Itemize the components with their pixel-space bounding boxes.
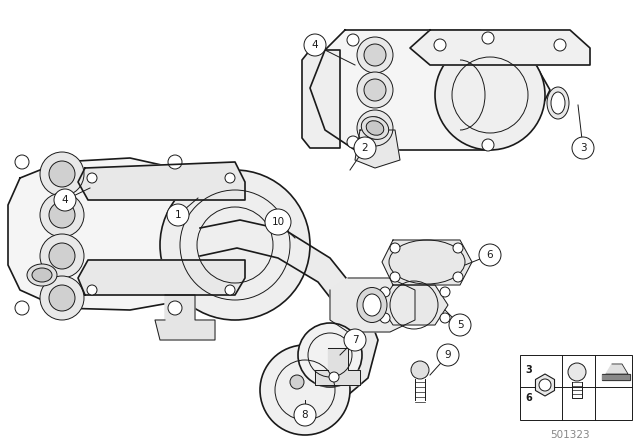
Circle shape (390, 272, 400, 282)
Circle shape (411, 361, 429, 379)
Text: 2: 2 (362, 143, 368, 153)
Circle shape (167, 204, 189, 226)
Circle shape (347, 136, 359, 148)
Polygon shape (355, 130, 400, 168)
Ellipse shape (32, 268, 52, 282)
Text: 6: 6 (486, 250, 493, 260)
Circle shape (479, 244, 501, 266)
Circle shape (260, 345, 350, 435)
Ellipse shape (366, 121, 384, 135)
Ellipse shape (363, 294, 381, 316)
Circle shape (435, 40, 545, 150)
Circle shape (15, 301, 29, 315)
Circle shape (364, 117, 386, 139)
Circle shape (572, 137, 594, 159)
Circle shape (265, 209, 291, 235)
Circle shape (87, 173, 97, 183)
Ellipse shape (362, 116, 388, 139)
Circle shape (168, 155, 182, 169)
Circle shape (329, 372, 339, 382)
Polygon shape (200, 220, 378, 395)
Circle shape (168, 301, 182, 315)
Ellipse shape (27, 264, 57, 286)
Text: 5: 5 (457, 320, 463, 330)
Circle shape (49, 202, 75, 228)
Circle shape (380, 313, 390, 323)
Polygon shape (78, 260, 245, 295)
Bar (520, 355, 632, 420)
Circle shape (354, 137, 376, 159)
Text: 10: 10 (570, 365, 584, 375)
Polygon shape (302, 50, 340, 148)
Text: 3: 3 (580, 143, 586, 153)
Polygon shape (8, 158, 200, 310)
Circle shape (482, 139, 494, 151)
Ellipse shape (357, 288, 387, 323)
Circle shape (482, 32, 494, 44)
Text: 6: 6 (525, 393, 532, 403)
Circle shape (294, 404, 316, 426)
Circle shape (49, 243, 75, 269)
Circle shape (40, 193, 84, 237)
Circle shape (568, 363, 586, 381)
Circle shape (87, 285, 97, 295)
Circle shape (357, 110, 393, 146)
Text: 7: 7 (352, 335, 358, 345)
Circle shape (554, 39, 566, 51)
Text: 1: 1 (175, 210, 181, 220)
Circle shape (440, 313, 450, 323)
Polygon shape (602, 374, 630, 380)
Ellipse shape (547, 87, 569, 119)
Text: 501323: 501323 (550, 430, 590, 440)
Circle shape (344, 329, 366, 351)
Polygon shape (382, 240, 472, 285)
Circle shape (40, 276, 84, 320)
Polygon shape (606, 364, 628, 374)
Ellipse shape (551, 92, 565, 114)
Circle shape (347, 34, 359, 46)
Circle shape (15, 155, 29, 169)
Polygon shape (315, 348, 360, 385)
Circle shape (54, 189, 76, 211)
Circle shape (298, 323, 362, 387)
Circle shape (357, 72, 393, 108)
Circle shape (380, 287, 390, 297)
Circle shape (453, 272, 463, 282)
Circle shape (290, 375, 304, 389)
Circle shape (40, 152, 84, 196)
Circle shape (434, 39, 446, 51)
Circle shape (449, 314, 471, 336)
Circle shape (440, 287, 450, 297)
Text: 8: 8 (301, 410, 308, 420)
Circle shape (357, 37, 393, 73)
Circle shape (304, 34, 326, 56)
Circle shape (364, 79, 386, 101)
Circle shape (40, 234, 84, 278)
Circle shape (225, 173, 235, 183)
Polygon shape (155, 295, 215, 340)
Circle shape (453, 243, 463, 253)
Circle shape (539, 379, 551, 391)
Text: 9: 9 (445, 350, 451, 360)
Polygon shape (310, 30, 550, 150)
Text: 3: 3 (525, 365, 532, 375)
Polygon shape (330, 278, 415, 332)
Text: 4: 4 (312, 40, 318, 50)
Circle shape (49, 285, 75, 311)
Circle shape (160, 170, 310, 320)
Circle shape (225, 285, 235, 295)
Circle shape (390, 243, 400, 253)
Text: 4: 4 (61, 195, 68, 205)
Circle shape (49, 161, 75, 187)
Polygon shape (78, 162, 245, 200)
Circle shape (437, 344, 459, 366)
Polygon shape (380, 285, 448, 325)
Polygon shape (410, 30, 590, 65)
Circle shape (364, 44, 386, 66)
Text: 10: 10 (271, 217, 285, 227)
